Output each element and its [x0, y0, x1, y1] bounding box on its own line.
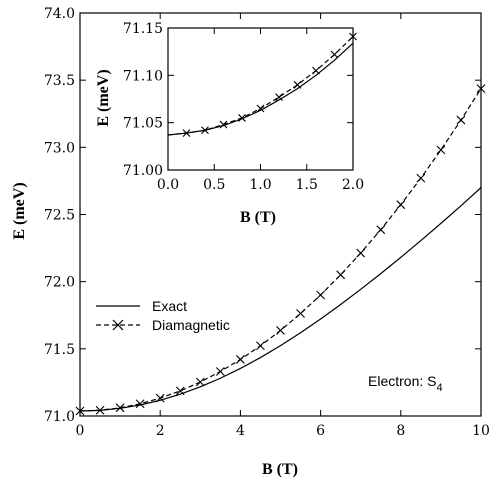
legend: Exact Diamagnetic — [96, 298, 230, 333]
main-y-tick-label: 72.0 — [44, 275, 75, 291]
main-plot: 0 2 4 6 8 10 71.0 71.5 72.0 72.5 73.0 73.5 74.0 — [44, 6, 490, 439]
main-x-tick-label: 2 — [156, 423, 165, 439]
main-plot-frame — [79, 12, 482, 417]
legend-exact-label: Exact — [152, 298, 187, 314]
main-x-tick-label: 4 — [236, 423, 245, 439]
main-data-point — [215, 367, 225, 376]
inset-plot: 0.0 0.5 1.0 1.5 2.0 71.00 71.05 71.10 71.15 — [123, 21, 364, 193]
main-y-tick-label: 71.0 — [44, 409, 75, 425]
inset-data-point — [312, 66, 320, 75]
main-data-point — [456, 115, 466, 125]
inset-x-tick-label: 0.0 — [157, 177, 179, 193]
inset-y-tick-label: 71.00 — [123, 163, 163, 179]
main-data-point — [195, 377, 205, 387]
main-series-exact-line — [79, 187, 482, 412]
inset-series-exact-line — [167, 42, 354, 136]
main-y-tick-label: 72.5 — [44, 208, 75, 224]
main-y-tick-label: 73.0 — [44, 140, 75, 156]
main-data-point — [436, 145, 446, 155]
main-y-tick-label: 74.0 — [44, 6, 75, 22]
inset-data-point — [275, 93, 283, 101]
main-x-tick-label: 0 — [76, 423, 85, 439]
inset-y-tick-label: 71.15 — [123, 21, 163, 37]
inset-data-point — [238, 114, 246, 122]
inset-plot-frame — [167, 27, 354, 171]
annotation-prefix: Electron: S — [368, 373, 436, 389]
annotation-subscript: 4 — [436, 382, 442, 394]
inset-x-tick-label: 0.5 — [203, 177, 225, 193]
legend-diamagnetic-marker — [112, 319, 124, 331]
main-x-tick-label: 6 — [316, 423, 325, 439]
main-data-point — [155, 393, 165, 403]
inset-data-point — [182, 129, 191, 137]
main-y-tick-label: 71.5 — [44, 342, 75, 358]
main-y-axis-title: E (meV) — [11, 182, 28, 239]
inset-data-point — [330, 50, 339, 59]
main-data-point — [256, 341, 265, 351]
legend-diamagnetic-label: Diamagnetic — [152, 317, 230, 333]
main-data-point — [356, 248, 366, 258]
main-data-point — [135, 399, 145, 409]
main-data-point — [175, 386, 185, 396]
main-data-point — [95, 405, 105, 415]
main-data-point — [316, 290, 325, 300]
main-data-point — [236, 355, 245, 364]
inset-data-point — [201, 126, 209, 135]
main-data-point — [296, 309, 305, 318]
inset-data-point — [293, 80, 302, 89]
inset-data-point — [219, 120, 228, 129]
inset-y-tick-label: 71.10 — [123, 68, 163, 84]
main-y-tick-label: 73.5 — [44, 73, 75, 89]
main-data-point — [416, 173, 426, 183]
main-x-axis-title: B (T) — [262, 461, 298, 478]
inset-y-tick-label: 71.05 — [123, 116, 163, 132]
main-data-point — [276, 326, 285, 335]
main-data-point — [376, 225, 386, 235]
main-data-point — [115, 403, 125, 413]
inset-x-tick-label: 2.0 — [342, 177, 364, 193]
main-x-tick-label: 10 — [472, 423, 490, 439]
inset-x-axis-title: B (T) — [240, 209, 276, 226]
main-data-point — [396, 200, 406, 210]
inset-y-axis-title: E (meV) — [95, 69, 112, 126]
inset-plot-background — [168, 28, 353, 170]
main-data-point — [336, 270, 346, 280]
inset-x-tick-label: 1.0 — [249, 177, 271, 193]
chart-annotation: Electron: S4 — [368, 373, 443, 394]
inset-data-point — [256, 104, 265, 113]
main-x-tick-label: 8 — [396, 423, 405, 439]
inset-x-tick-label: 1.5 — [296, 177, 318, 193]
